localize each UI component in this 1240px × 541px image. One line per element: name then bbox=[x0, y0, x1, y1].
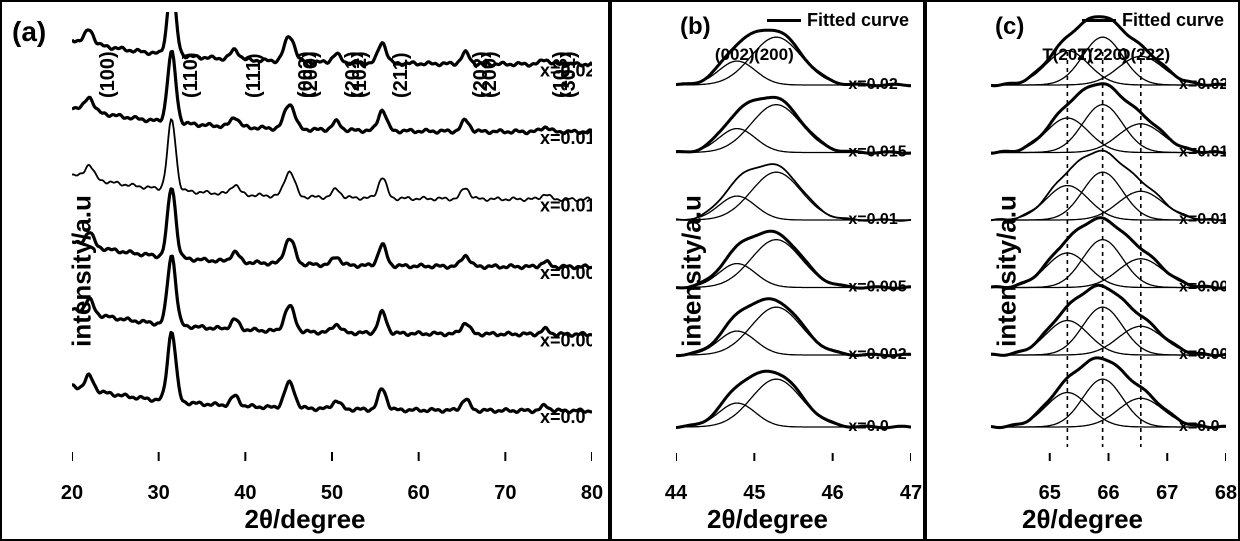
svg-text:x=0.01: x=0.01 bbox=[848, 211, 897, 228]
svg-text:(c): (c) bbox=[995, 13, 1024, 40]
miller-index-label: (200) bbox=[479, 51, 502, 98]
panel-a-xlabel: 2θ/degree bbox=[245, 504, 366, 535]
panel-a-svg: x=0.02x=0.015x=0.01x=0.005x=0.002x=0.0 bbox=[72, 12, 592, 462]
miller-index-label: (200) bbox=[300, 51, 323, 98]
miller-index-label: (111) bbox=[243, 54, 266, 98]
panel-a-tag: (a) bbox=[12, 16, 46, 48]
svg-text:(b): (b) bbox=[680, 13, 711, 40]
xtick-label: 45 bbox=[743, 482, 765, 505]
svg-text:x=0.0: x=0.0 bbox=[540, 407, 586, 427]
miller-index-label: (102) bbox=[349, 51, 372, 98]
svg-text:O(222): O(222) bbox=[1117, 45, 1170, 64]
xtick-label: 47 bbox=[900, 482, 922, 505]
svg-text:x=0.005: x=0.005 bbox=[848, 279, 906, 296]
svg-text:(002): (002) bbox=[715, 45, 755, 64]
svg-text:x=0.01: x=0.01 bbox=[1179, 211, 1226, 228]
svg-text:x=0.015: x=0.015 bbox=[1179, 144, 1226, 161]
xtick-label: 60 bbox=[408, 482, 430, 505]
legend-dash-icon bbox=[1082, 19, 1116, 22]
svg-text:x=0.002: x=0.002 bbox=[1179, 346, 1226, 363]
xtick-label: 65 bbox=[1039, 482, 1061, 505]
xtick-label: 66 bbox=[1097, 482, 1119, 505]
xtick-label: 46 bbox=[822, 482, 844, 505]
svg-text:x=0.0: x=0.0 bbox=[1179, 418, 1220, 435]
legend-dash-icon bbox=[767, 19, 801, 22]
svg-text:x=0.005: x=0.005 bbox=[1179, 279, 1226, 296]
panel-c-svg: x=0.02 x=0.015 x=0.01 x=0.005 x=0.002 x=0.0 (c… bbox=[991, 12, 1226, 462]
panel-c-plot: x=0.02 x=0.015 x=0.01 x=0.005 x=0.002 x=0.0 (c… bbox=[991, 12, 1226, 462]
panel-c-legend-text: Fitted curve bbox=[1122, 10, 1224, 31]
panel-b-svg: x=0.02 x=0.015 x=0.01 x=0.005 x=0.002 x=0.0 (b… bbox=[676, 12, 911, 462]
svg-text:x=0.0: x=0.0 bbox=[848, 418, 889, 435]
xtick-label: 70 bbox=[494, 482, 516, 505]
panel-b-xlabel: 2θ/degree bbox=[707, 504, 828, 535]
svg-text:x=0.002: x=0.002 bbox=[540, 331, 592, 351]
xtick-label: 40 bbox=[234, 482, 256, 505]
svg-text:x=0.015: x=0.015 bbox=[848, 144, 906, 161]
panel-a: (a) intensity/a.u 2θ/degree x=0.02x=0.01… bbox=[0, 0, 610, 541]
svg-text:x=0.015: x=0.015 bbox=[540, 128, 592, 148]
panel-b-plot: x=0.02 x=0.015 x=0.01 x=0.005 x=0.002 x=0.0 (b… bbox=[676, 12, 911, 462]
svg-text:x=0.02: x=0.02 bbox=[1179, 76, 1226, 93]
svg-text:x=0.005: x=0.005 bbox=[540, 263, 592, 283]
svg-text:x=0.01: x=0.01 bbox=[540, 196, 592, 216]
xtick-label: 44 bbox=[665, 482, 687, 505]
svg-text:x=0.02: x=0.02 bbox=[848, 76, 897, 93]
miller-index-label: (211) bbox=[390, 52, 413, 98]
xtick-label: 80 bbox=[581, 482, 603, 505]
xtick-label: 50 bbox=[321, 482, 343, 505]
svg-text:(200): (200) bbox=[754, 45, 794, 64]
panel-c: intensity/a.u 2θ/degree x=0.02x=0.015x=0… bbox=[925, 0, 1240, 541]
miller-index-label: (100) bbox=[97, 51, 120, 98]
xtick-label: 30 bbox=[148, 482, 170, 505]
panel-b: intensity/a.u 2θ/degree x=0.02x=0.015x=0… bbox=[610, 0, 925, 541]
miller-index-label: (301) bbox=[558, 51, 581, 98]
panel-c-xlabel: 2θ/degree bbox=[1022, 504, 1143, 535]
panel-b-legend-text: Fitted curve bbox=[807, 10, 909, 31]
panel-c-legend: Fitted curve bbox=[1082, 10, 1224, 31]
xtick-label: 67 bbox=[1156, 482, 1178, 505]
xrd-figure: (a) intensity/a.u 2θ/degree x=0.02x=0.01… bbox=[0, 0, 1240, 541]
xtick-label: 68 bbox=[1215, 482, 1237, 505]
miller-index-label: (110) bbox=[180, 52, 203, 98]
panel-a-plot: x=0.02x=0.015x=0.01x=0.005x=0.002x=0.0 bbox=[72, 12, 592, 462]
panel-b-legend: Fitted curve bbox=[767, 10, 909, 31]
xtick-label: 20 bbox=[61, 482, 83, 505]
svg-text:x=0.002: x=0.002 bbox=[848, 346, 906, 363]
